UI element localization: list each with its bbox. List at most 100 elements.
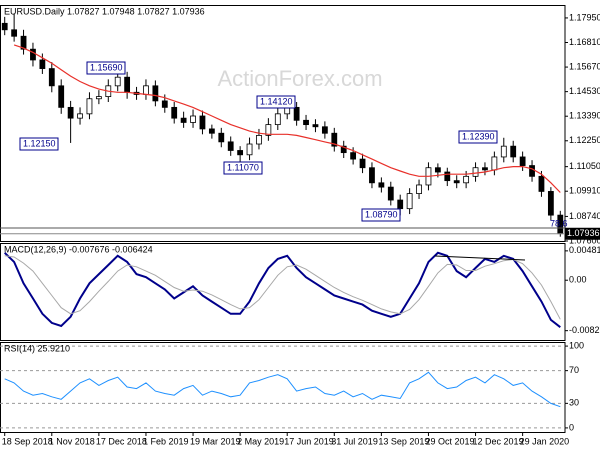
panel-frame [0,5,566,242]
y-tick-label: 1.09910 [569,186,600,196]
x-tick-label: 1 Nov 2018 [49,436,95,446]
price-annotation-box [223,161,263,175]
candle-body [208,128,215,134]
candle-body [500,145,507,158]
candle-body [86,98,93,115]
price-annotation-box [19,137,59,151]
price-annotation: 1.14120 [260,96,293,106]
price-annotation: 1.12150 [23,138,56,148]
price-annotation-box [361,208,401,222]
candle-body [519,156,526,166]
trend-line [434,255,526,261]
candle-body [538,175,545,192]
candle-body [312,124,319,128]
x-tick-label: 2 May 2019 [237,436,284,446]
y-tick-label: 30 [569,398,579,408]
price-annotation: 1.11070 [227,162,259,172]
panel-title: RSI(14) 25.9210 [4,343,70,353]
candle-body [369,167,375,184]
price-annotation-box [458,130,498,144]
y-tick-label: 0.00 [569,275,587,285]
candle-body [265,124,272,136]
candle-body [1,22,8,31]
panel-title: MACD(12,26,9) -0.007676 -0.006424 [4,244,153,254]
candle-body [256,134,262,145]
candle-body [378,182,385,188]
candle-body [397,199,404,210]
panel-frame [0,243,566,341]
x-tick-label: 1 Feb 2019 [143,436,189,446]
price-annotation: 1.12390 [462,131,495,141]
candle-body [190,115,196,123]
candle-body [77,113,83,119]
candle-body [67,106,74,119]
candle-body [218,132,225,143]
y-tick-label: 1.13390 [569,111,600,121]
candle-body [199,115,206,130]
y-tick-label: 0 [569,422,574,432]
candle-body [124,76,131,93]
candle-body [48,68,55,87]
candle-body [406,193,413,210]
candle-body [331,132,338,147]
candle-body [274,113,281,126]
candle-body [547,191,554,216]
x-tick-label: 18 Sep 2018 [2,436,53,446]
y-tick-label: 1.08740 [569,211,600,221]
last-price-box [565,227,600,240]
candle-body [143,85,149,95]
x-tick-label: 17 Dec 2018 [96,436,147,446]
y-tick-label: 1.16810 [569,37,600,47]
y-tick-label: 1.15670 [569,61,600,71]
candle-body [171,106,178,119]
candle-body [237,150,244,156]
candle-body [529,165,535,177]
candle-body [321,126,328,134]
candle-body [350,152,357,160]
candle-body [482,167,488,171]
candle-body [510,145,517,158]
candle-body [227,141,234,151]
y-tick-label: 0.004811 [569,245,600,255]
candle-body [20,35,27,50]
candle-body [463,175,470,184]
candle-body [293,106,300,121]
price-annotation: 78.6 [550,218,568,228]
x-tick-label: 19 Mar 2019 [190,436,241,446]
candle-body [472,167,479,177]
price-annotation: 1.08790 [365,209,398,219]
candle-body [416,184,422,194]
indicator-line [4,255,561,320]
price-annotation-box [86,61,126,75]
y-tick-label: -0.008271 [569,325,600,335]
x-tick-label: 29 Oct 2019 [425,436,474,446]
y-tick-label: 1.14530 [569,86,600,96]
candle-body [303,119,309,126]
candle-body [58,85,65,108]
candle-body [491,156,498,171]
y-tick-label: 70 [569,365,579,375]
moving-average [13,44,561,193]
x-tick-label: 31 Jul 2019 [331,436,378,446]
candle-body [434,167,441,173]
indicator-line [4,251,561,328]
candle-body [246,143,253,156]
candle-body [359,158,366,169]
watermark: ActionForex.com [217,66,382,91]
x-tick-label: 13 Sep 2019 [378,436,429,446]
panel-frame [0,342,566,433]
y-tick-label: 1.07600 [569,235,600,245]
indicator-line [4,371,561,408]
candle-body [161,100,168,108]
x-tick-label: 12 Dec 2019 [473,436,524,446]
candle-body [180,117,187,123]
y-tick-label: 100 [569,340,584,350]
candle-body [453,180,460,184]
panel-title: EURUSD.Daily 1.07827 1.07948 1.07827 1.0… [4,6,205,16]
candle-body [95,96,102,100]
candle-body [444,171,451,182]
candle-body [30,48,36,61]
x-tick-label: 17 Jun 2019 [284,436,334,446]
